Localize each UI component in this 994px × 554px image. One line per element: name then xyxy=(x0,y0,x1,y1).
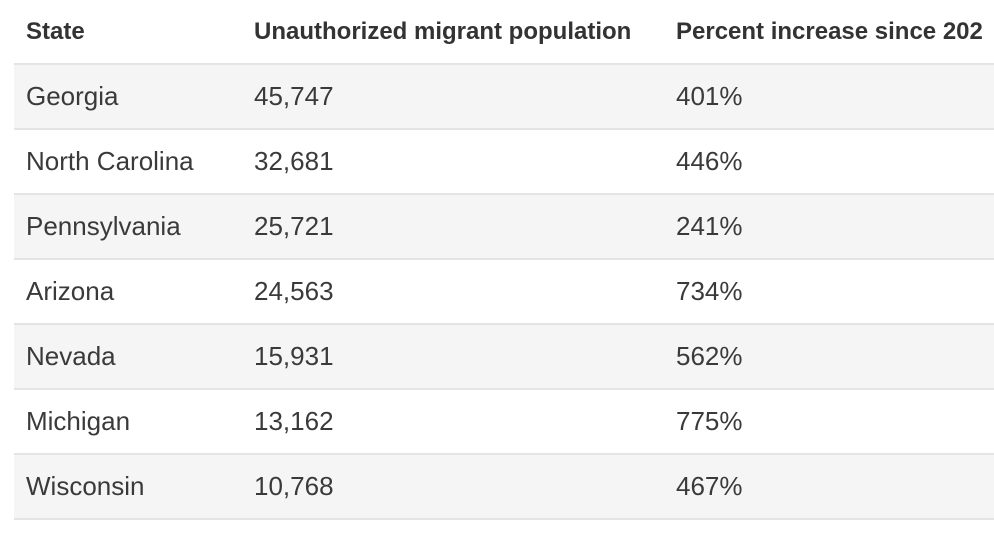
table-row: Georgia 45,747 401% xyxy=(14,64,994,130)
table-row: Michigan 13,162 775% xyxy=(14,389,994,455)
percent-increase-cell: 562% xyxy=(664,324,994,390)
column-header-population: Unauthorized migrant population xyxy=(242,0,664,65)
population-cell: 10,768 xyxy=(242,454,664,520)
percent-increase-cell: 446% xyxy=(664,129,994,195)
population-cell: 24,563 xyxy=(242,259,664,325)
column-header-percent-increase: Percent increase since 202 xyxy=(664,0,994,65)
data-table-container: State Unauthorized migrant population Pe… xyxy=(14,0,994,520)
state-cell: Georgia xyxy=(14,64,242,130)
population-cell: 25,721 xyxy=(242,194,664,260)
percent-increase-cell: 775% xyxy=(664,389,994,455)
state-cell: Pennsylvania xyxy=(14,194,242,260)
population-cell: 13,162 xyxy=(242,389,664,455)
state-cell: Michigan xyxy=(14,389,242,455)
percent-increase-cell: 401% xyxy=(664,64,994,130)
percent-increase-cell: 241% xyxy=(664,194,994,260)
table-row: North Carolina 32,681 446% xyxy=(14,129,994,195)
table-row: Nevada 15,931 562% xyxy=(14,324,994,390)
table-row: Arizona 24,563 734% xyxy=(14,259,994,325)
state-cell: Arizona xyxy=(14,259,242,325)
column-header-state: State xyxy=(14,0,242,65)
migrant-population-table: State Unauthorized migrant population Pe… xyxy=(14,0,994,520)
table-row: Pennsylvania 25,721 241% xyxy=(14,194,994,260)
table-row: Wisconsin 10,768 467% xyxy=(14,454,994,520)
population-cell: 15,931 xyxy=(242,324,664,390)
population-cell: 32,681 xyxy=(242,129,664,195)
percent-increase-cell: 734% xyxy=(664,259,994,325)
percent-increase-cell: 467% xyxy=(664,454,994,520)
table-header-row: State Unauthorized migrant population Pe… xyxy=(14,0,994,65)
state-cell: Wisconsin xyxy=(14,454,242,520)
population-cell: 45,747 xyxy=(242,64,664,130)
state-cell: Nevada xyxy=(14,324,242,390)
state-cell: North Carolina xyxy=(14,129,242,195)
